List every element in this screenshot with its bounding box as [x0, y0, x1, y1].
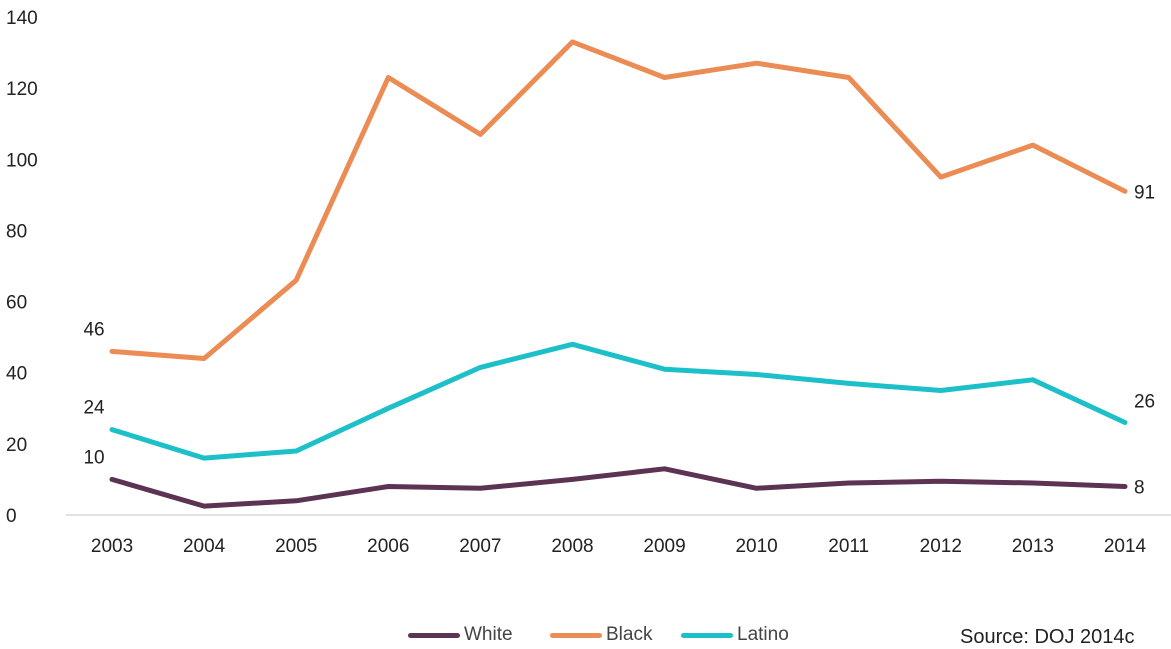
legend-item-latino: Latino [681, 624, 789, 646]
x-tick-label: 2003 [91, 536, 133, 557]
x-tick-label: 2006 [367, 536, 409, 557]
legend-label: Latino [737, 624, 789, 645]
legend-label: White [464, 624, 513, 645]
y-tick-label: 120 [6, 79, 38, 100]
x-tick-label: 2014 [1104, 536, 1147, 557]
y-tick-label: 20 [6, 435, 27, 456]
legend-item-white: White [408, 624, 513, 646]
x-tick-label: 2008 [551, 536, 593, 557]
x-tick-label: 2005 [275, 536, 317, 557]
series-lines [109, 39, 1128, 509]
y-tick-label: 0 [6, 506, 17, 527]
x-tick-labels: 2003 2004 2005 2006 2007 2008 2009 2010 2011 2012… [91, 536, 1147, 557]
series-line-black [109, 39, 1128, 361]
x-tick-label: 2004 [183, 536, 226, 557]
x-tick-label: 2013 [1012, 536, 1054, 557]
legend-swatch [550, 632, 602, 638]
source-note: Source: DOJ 2014c [960, 626, 1135, 648]
data-labels: 46 91 24 26 10 8 [83, 182, 1155, 498]
y-tick-labels: 0 20 40 60 80 100 120 140 [6, 8, 38, 527]
x-tick-label: 2012 [920, 536, 962, 557]
legend-swatch [681, 632, 733, 638]
y-tick-label: 80 [6, 221, 27, 242]
data-label-latino: 24 [83, 398, 105, 419]
legend: White Black Latino [0, 624, 1171, 648]
data-label-black: 46 [83, 319, 104, 340]
x-tick-label: 2011 [828, 536, 869, 557]
legend-item-black: Black [550, 624, 652, 646]
data-label-white: 10 [83, 447, 104, 468]
y-tick-label: 60 [6, 293, 27, 314]
x-tick-label: 2009 [643, 536, 685, 557]
series-line-white [109, 466, 1128, 509]
data-label-latino: 26 [1134, 392, 1155, 413]
legend-label: Black [606, 624, 653, 645]
x-tick-label: 2007 [459, 536, 501, 557]
legend-swatch [408, 632, 460, 638]
y-tick-label: 40 [6, 364, 27, 385]
data-label-black: 91 [1134, 182, 1155, 203]
series-line-latino [109, 341, 1128, 461]
x-tick-label: 2010 [735, 536, 777, 557]
data-label-white: 8 [1134, 478, 1145, 499]
y-tick-label: 140 [6, 8, 38, 29]
y-tick-label: 100 [6, 150, 38, 171]
